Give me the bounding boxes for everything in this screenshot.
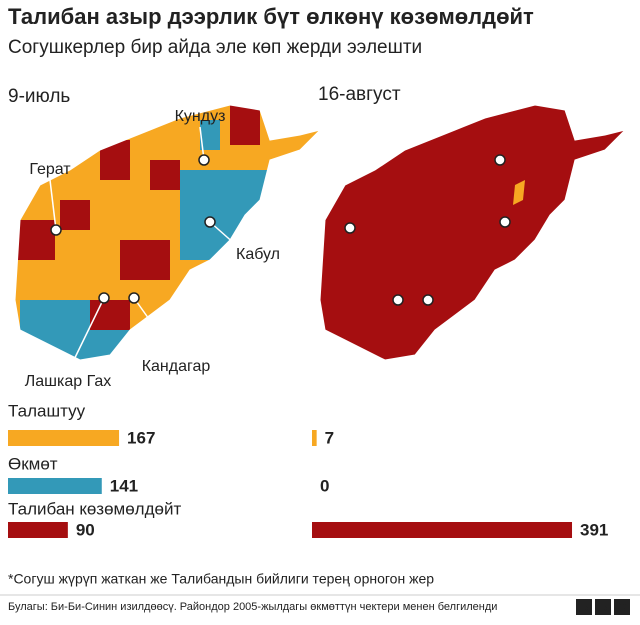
city-dot bbox=[422, 294, 434, 306]
bar bbox=[312, 430, 317, 446]
logo bbox=[576, 599, 630, 615]
map-august bbox=[319, 104, 626, 361]
leader-line bbox=[67, 297, 105, 373]
city-dot bbox=[98, 292, 110, 304]
footnote: *Согуш жүрүп жаткан же Талибандын бийлиг… bbox=[8, 571, 434, 587]
city-dot bbox=[50, 224, 62, 236]
map-title: 16-август bbox=[318, 84, 401, 105]
logo-letter: C bbox=[618, 600, 627, 614]
city-label: Кабул bbox=[236, 246, 280, 263]
value-label: 167 bbox=[127, 428, 155, 447]
leader-line bbox=[133, 297, 177, 358]
leader-line bbox=[209, 221, 237, 246]
subtitle: Согушкерлер бир айда эле көп жерди ээлеш… bbox=[8, 37, 422, 58]
category-label: Талаштуу bbox=[8, 401, 86, 420]
map-july bbox=[15, 105, 320, 360]
logo-letter: B bbox=[599, 600, 608, 614]
city-label: Кандагар bbox=[142, 358, 211, 375]
city-label: Лашкар Гах bbox=[25, 373, 112, 390]
city-dot bbox=[204, 216, 216, 228]
city-label: Герат bbox=[29, 161, 71, 178]
city-dot bbox=[392, 294, 404, 306]
city-dot bbox=[499, 216, 511, 228]
city-label: Кундуз bbox=[175, 108, 226, 125]
value-label: 7 bbox=[325, 428, 334, 447]
category-label: Өкмөт bbox=[8, 454, 58, 473]
city-dot bbox=[494, 154, 506, 166]
value-label: 90 bbox=[76, 520, 95, 539]
category-label: Талибан көзөмөлдөйт bbox=[8, 499, 181, 518]
value-label: 0 bbox=[320, 476, 329, 495]
source: Булагы: Би-Би-Синин изилдөөсү. Райондор … bbox=[8, 601, 497, 613]
title: Талибан азыр дээрлик бүт өлкөнү көзөмөлд… bbox=[8, 4, 534, 29]
bar bbox=[8, 478, 102, 494]
city-dot bbox=[128, 292, 140, 304]
bar bbox=[8, 522, 68, 538]
bar bbox=[312, 522, 573, 538]
value-label: 141 bbox=[110, 476, 138, 495]
bar bbox=[8, 430, 120, 446]
value-label: 391 bbox=[580, 520, 608, 539]
map-title: 9-июль bbox=[8, 86, 70, 107]
logo-letter: B bbox=[580, 600, 589, 614]
city-dot bbox=[198, 154, 210, 166]
leader-line bbox=[49, 179, 57, 231]
city-dot bbox=[344, 222, 356, 234]
